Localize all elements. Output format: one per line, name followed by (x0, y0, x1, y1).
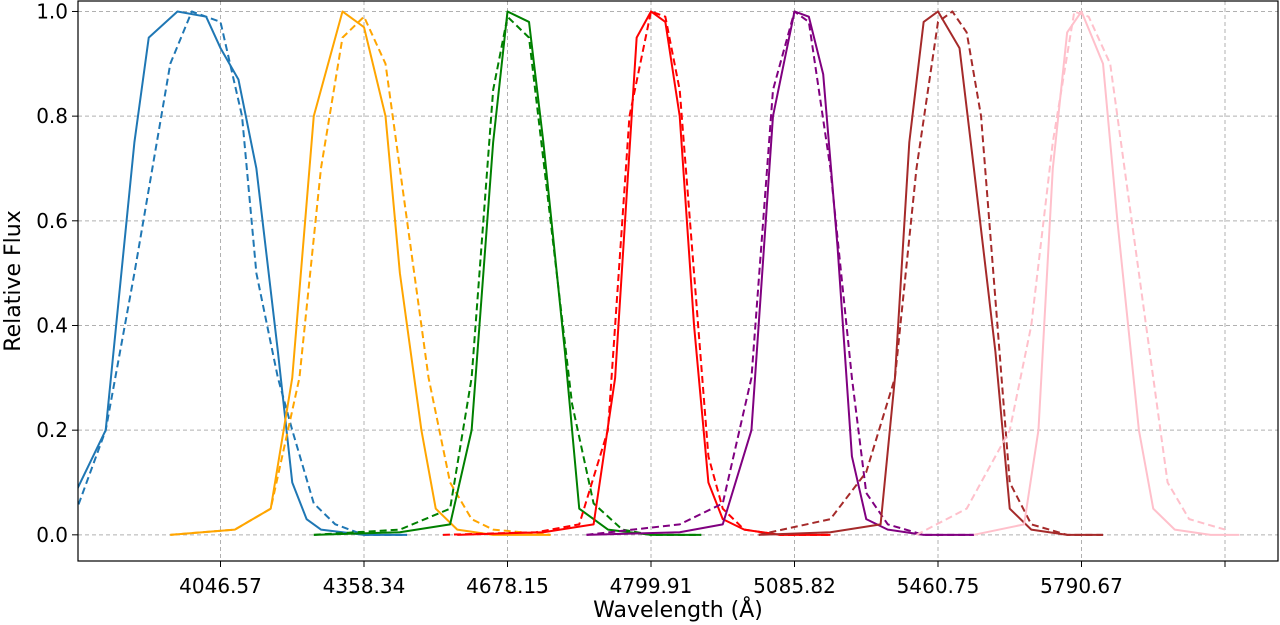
y-tick-label: 0.0 (36, 523, 68, 547)
series-dashed-4799-91 (442, 10, 831, 536)
series-dashed-5460-75 (758, 10, 1104, 536)
plot-frame (77, 0, 1279, 562)
y-tick-label: 0.2 (36, 418, 68, 442)
series-solid-5790-67 (973, 10, 1240, 536)
y-tick-label: 0.4 (36, 313, 68, 337)
series-dashed-5085-82 (586, 10, 974, 536)
ticks: 4046.57 4358.34 4678.15 4799.91 5085.82 5460.… (36, 0, 1226, 598)
x-tick-label: 4046.57 (179, 574, 262, 598)
series-solid-4799-91 (457, 10, 831, 536)
series-dashed-4046-57 (78, 10, 408, 536)
y-axis-label: Relative Flux (1, 210, 26, 351)
series-solid-5460-75 (758, 10, 1104, 536)
y-tick-label: 0.6 (36, 209, 68, 233)
x-tick-label: 4678.15 (466, 574, 549, 598)
series-solid-5085-82 (586, 10, 974, 536)
x-tick-label: 4358.34 (323, 574, 406, 598)
grid (78, 1, 1278, 561)
series-solid-4678-15 (313, 10, 702, 536)
series-dashed-4678-15 (313, 15, 702, 536)
series-layer (78, 10, 1240, 536)
series-solid-4358-34 (170, 10, 551, 536)
x-axis-label: Wavelength (Å) (593, 596, 763, 623)
x-tick-label: 5790.67 (1040, 574, 1123, 598)
series-dashed-4358-34 (170, 15, 551, 536)
x-tick-label: 5085.82 (753, 574, 836, 598)
y-tick-label: 0.8 (36, 104, 68, 128)
x-tick-label: 5460.75 (897, 574, 980, 598)
series-solid-4046-57 (78, 10, 408, 536)
y-tick-label: 1.0 (36, 0, 68, 23)
x-tick-label: 4799.91 (610, 574, 693, 598)
series-dashed-5790-67 (916, 10, 1226, 536)
